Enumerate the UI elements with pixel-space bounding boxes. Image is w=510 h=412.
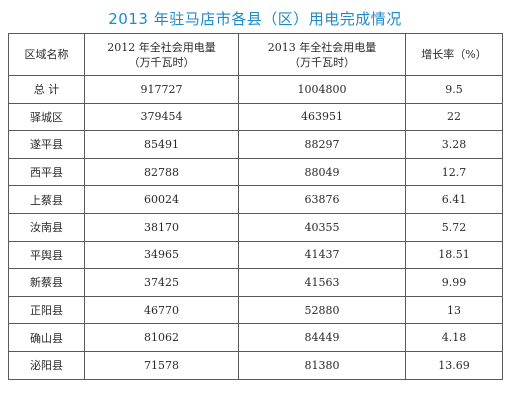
cell-growth: 13	[405, 295, 503, 325]
cell-2013: 41563	[238, 268, 406, 297]
cell-region: 驿城区	[8, 102, 85, 132]
cell-growth: 18.51	[405, 240, 503, 270]
cell-region: 正阳县	[8, 295, 85, 325]
cell-2012: 81062	[84, 323, 239, 352]
table-row: 驿城区 379454 463951 22	[8, 102, 503, 132]
cell-2012: 379454	[84, 102, 239, 132]
header-2012-usage: 2012 年全社会用电量 （万千瓦时）	[84, 33, 239, 76]
cell-region: 上蔡县	[8, 185, 85, 214]
cell-2013: 63876	[238, 185, 406, 214]
cell-2012: 60024	[84, 185, 239, 214]
header-2013-usage: 2013 年全社会用电量 （万千瓦时）	[238, 33, 406, 76]
cell-growth: 6.41	[405, 185, 503, 214]
header-growth-rate: 增长率（%）	[405, 33, 503, 76]
page-title: 2013 年驻马店市各县（区）用电完成情况	[108, 10, 402, 28]
cell-growth: 12.7	[405, 157, 503, 187]
table-row: 总 计 917727 1004800 9.5	[8, 75, 503, 104]
cell-region: 泌阳县	[8, 350, 85, 380]
cell-2012: 85491	[84, 130, 239, 159]
header-2013-unit: （万千瓦时）	[289, 55, 355, 69]
table-row: 正阳县 46770 52880 13	[8, 295, 503, 325]
cell-region: 遂平县	[8, 130, 85, 159]
table-row: 平舆县 34965 41437 18.51	[8, 240, 503, 270]
cell-2012: 37425	[84, 268, 239, 297]
table-row: 上蔡县 60024 63876 6.41	[8, 185, 503, 214]
electricity-table: 区域名称 2012 年全社会用电量 （万千瓦时） 2013 年全社会用电量 （万…	[8, 33, 503, 380]
cell-2013: 52880	[238, 295, 406, 325]
cell-2012: 71578	[84, 350, 239, 380]
cell-2013: 463951	[238, 102, 406, 132]
cell-2012: 34965	[84, 240, 239, 270]
table-row: 泌阳县 71578 81380 13.69	[8, 350, 503, 380]
cell-region: 确山县	[8, 323, 85, 352]
cell-2013: 81380	[238, 350, 406, 380]
header-2012-label: 2012 年全社会用电量	[107, 40, 216, 54]
cell-2013: 1004800	[238, 75, 406, 104]
cell-region: 西平县	[8, 157, 85, 187]
cell-region: 平舆县	[8, 240, 85, 270]
cell-2012: 82788	[84, 157, 239, 187]
cell-2013: 40355	[238, 212, 406, 242]
header-2012-unit: （万千瓦时）	[128, 55, 195, 69]
table-row: 汝南县 38170 40355 5.72	[8, 212, 503, 242]
cell-2012: 46770	[84, 295, 239, 325]
cell-2013: 41437	[238, 240, 406, 270]
header-growth-label: 增长率（%）	[421, 48, 487, 61]
table-row: 遂平县 85491 88297 3.28	[8, 130, 503, 159]
cell-region: 汝南县	[8, 212, 85, 242]
cell-region: 总 计	[8, 75, 85, 104]
cell-growth: 13.69	[405, 350, 503, 380]
table-header-row: 区域名称 2012 年全社会用电量 （万千瓦时） 2013 年全社会用电量 （万…	[8, 33, 503, 76]
cell-2012: 38170	[84, 212, 239, 242]
cell-growth: 4.18	[405, 323, 503, 352]
cell-2012: 917727	[84, 75, 239, 104]
header-2013-label: 2013 年全社会用电量	[267, 40, 377, 54]
cell-growth: 9.99	[405, 268, 503, 297]
table-row: 新蔡县 37425 41563 9.99	[8, 268, 503, 297]
cell-region: 新蔡县	[8, 268, 85, 297]
cell-growth: 9.5	[405, 75, 503, 104]
cell-growth: 22	[405, 102, 503, 132]
table-row: 确山县 81062 84449 4.18	[8, 323, 503, 352]
cell-2013: 88049	[238, 157, 406, 187]
cell-2013: 84449	[238, 323, 406, 352]
header-region-label: 区域名称	[24, 48, 69, 61]
header-region: 区域名称	[8, 33, 85, 76]
table-row: 西平县 82788 88049 12.7	[8, 157, 503, 187]
cell-2013: 88297	[238, 130, 406, 159]
cell-growth: 5.72	[405, 212, 503, 242]
cell-growth: 3.28	[405, 130, 503, 159]
